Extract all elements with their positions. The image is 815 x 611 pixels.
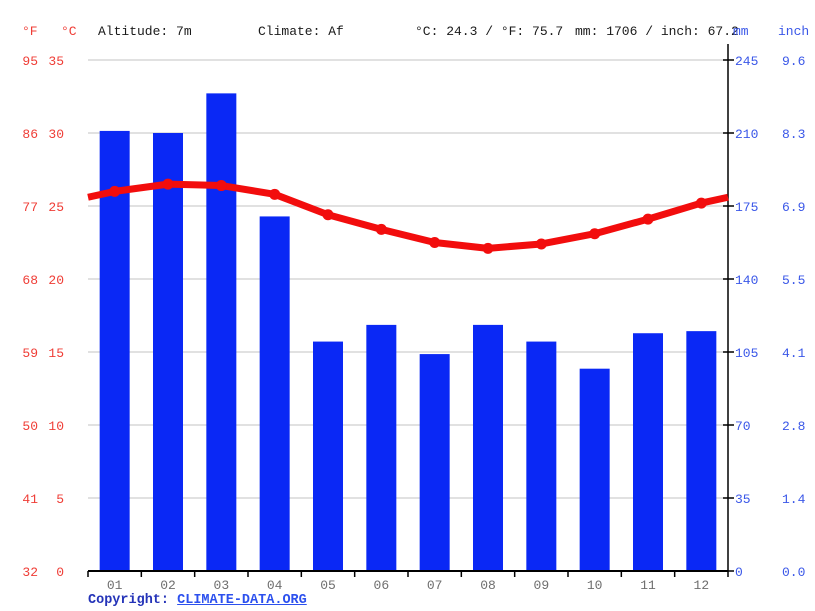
c-axis-tick-label: 30 [48,127,64,142]
precip-bar [206,93,237,571]
inch-axis-tick-label: 1.4 [782,492,806,507]
temperature-point [375,223,387,235]
temperature-point [535,238,547,250]
mm-axis-tick-label: 105 [735,346,758,361]
precip-bar [686,331,717,571]
mm-axis-tick-label: 175 [735,200,758,215]
temperature-point [269,188,281,200]
precip-bar [313,341,343,571]
f-axis-tick-label: 86 [22,127,38,142]
month-label: 06 [374,578,390,593]
f-axis-header: °F [22,24,38,39]
f-axis-tick-label: 41 [22,492,38,507]
inch-axis-tick-label: 2.8 [782,419,805,434]
precip-bar [419,354,450,571]
month-label: 03 [214,578,230,593]
precip-bar [153,133,183,571]
c-axis-tick-label: 15 [48,346,64,361]
temperature-line [87,180,729,252]
month-label: 02 [160,578,176,593]
temperature-point [162,178,174,190]
month-label: 04 [267,578,283,593]
c-axis-tick-label: 20 [48,273,64,288]
altitude-label: Altitude: 7m [98,24,192,39]
temperature-point [589,228,601,240]
precip-bar [259,216,290,571]
mm-axis-tick-label: 140 [735,273,758,288]
precip-bar [633,333,663,571]
inch-axis-tick-label: 5.5 [782,273,805,288]
inch-axis-tick-label: 4.1 [782,346,806,361]
f-axis-tick-label: 68 [22,273,38,288]
inch-axis-tick-label: 0.0 [782,565,805,580]
c-axis-tick-label: 10 [48,419,64,434]
annual-precip-summary: mm: 1706 / inch: 67.2 [575,24,739,39]
climate-data-link[interactable]: CLIMATE-DATA.ORG [177,593,307,608]
precip-bar [366,324,397,571]
c-axis-tick-label: 5 [56,492,64,507]
f-axis-tick-label: 77 [22,200,38,215]
temperature-point [642,213,654,225]
c-axis-tick-label: 0 [56,565,64,580]
month-label: 11 [640,578,656,593]
temperature-point [429,237,441,248]
f-axis-tick-label: 32 [22,565,38,580]
mm-axis-tick-label: 210 [735,127,758,142]
f-axis-tick-label: 95 [22,54,38,69]
mm-axis-tick-label: 0 [735,565,743,580]
mm-axis-tick-label: 245 [735,54,758,69]
mm-axis-header: mm [733,24,749,39]
temperature-point [695,197,707,209]
c-axis-tick-label: 25 [48,200,64,215]
temperature-point [215,180,227,192]
f-axis-tick-label: 59 [22,346,38,361]
climate-type-label: Climate: Af [258,24,344,39]
copyright-label: Copyright: [88,593,170,608]
temperature-point [322,209,334,221]
precip-bar [526,341,557,571]
c-axis-header: °C [61,24,77,39]
c-axis-tick-label: 35 [48,54,64,69]
month-label: 07 [427,578,443,593]
inch-axis-header: inch [778,24,810,39]
mm-axis-tick-label: 70 [735,419,751,434]
month-label: 08 [480,578,496,593]
f-axis-tick-label: 50 [22,419,38,434]
precip-bar [99,130,130,571]
mm-axis-tick-label: 35 [735,492,751,507]
month-label: 05 [320,578,336,593]
temperature-point [109,185,121,197]
mean-temp-summary: °C: 24.3 / °F: 75.7 [415,24,564,39]
precip-bar [473,324,503,571]
inch-axis-tick-label: 8.3 [782,127,805,142]
inch-axis-tick-label: 6.9 [782,200,805,215]
temperature-point [482,242,494,254]
precip-bar [579,368,610,571]
month-label: 10 [587,578,603,593]
month-label: 01 [107,578,123,593]
month-label: 09 [534,578,550,593]
copyright: Copyright: CLIMATE-DATA.ORG [88,593,307,608]
month-label: 12 [694,578,710,593]
inch-axis-tick-label: 9.6 [782,54,805,69]
